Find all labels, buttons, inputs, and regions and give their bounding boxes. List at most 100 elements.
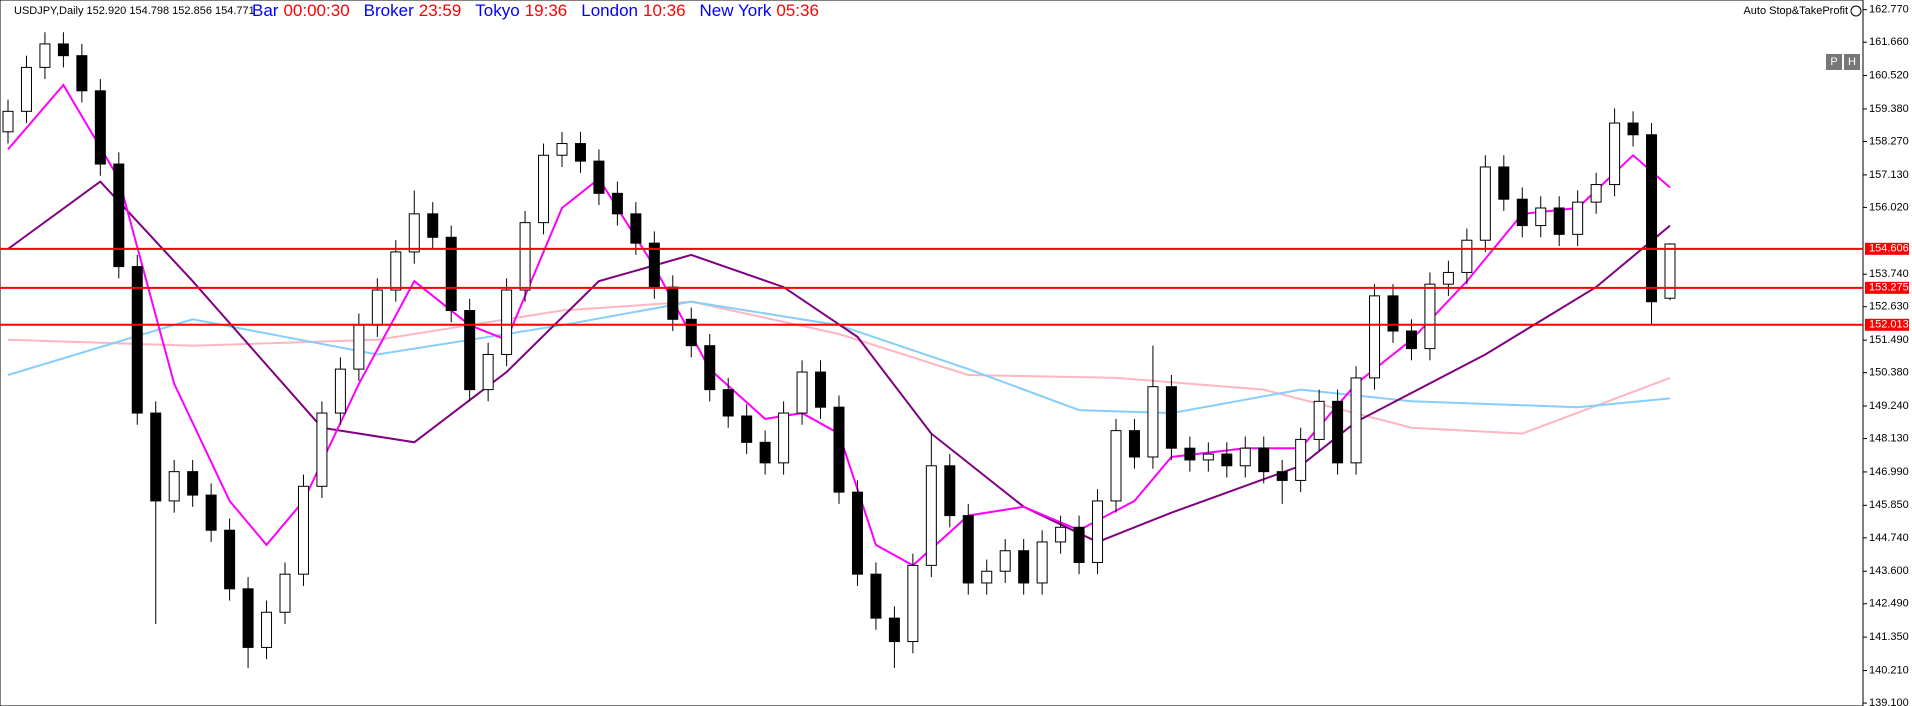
y-tick-label: 145.850 — [1869, 499, 1909, 511]
symbol-info: USDJPY,Daily 152.920 154.798 152.856 154… — [14, 5, 255, 17]
candle-body — [538, 154, 550, 224]
candle-body — [851, 491, 863, 575]
candle-body — [224, 529, 236, 590]
candle-body — [925, 465, 937, 566]
candle-body — [1239, 447, 1251, 467]
candle-body — [57, 43, 69, 57]
candle-body — [205, 494, 217, 531]
y-tick-label: 143.600 — [1869, 565, 1909, 577]
candle-body — [1018, 550, 1030, 584]
y-tick-label: 140.210 — [1869, 664, 1909, 676]
expert-icon — [1850, 5, 1862, 17]
candle-body — [1498, 166, 1510, 200]
clock-time: 10:36 — [643, 1, 686, 20]
candle-body — [334, 368, 346, 414]
candle-body — [1276, 471, 1288, 481]
clock-label: Bar — [252, 1, 279, 20]
clock-time: 00:00:30 — [283, 1, 349, 20]
candle-body — [685, 318, 697, 347]
candle-body — [667, 286, 679, 320]
candle-body — [76, 55, 88, 92]
y-tick-label: 152.630 — [1869, 301, 1909, 313]
button-label[interactable]: P — [1830, 56, 1837, 68]
candle-body — [1369, 295, 1381, 379]
level-tag — [1865, 318, 1909, 331]
button[interactable] — [1826, 54, 1842, 70]
candle-body — [722, 389, 734, 417]
candle-body — [1055, 526, 1067, 543]
candle-body — [593, 160, 605, 194]
y-tick-label: 153.740 — [1869, 268, 1909, 280]
candle-body — [796, 371, 808, 414]
candle-body — [1295, 438, 1307, 481]
expert-name: Auto Stop&TakeProfit — [1743, 5, 1848, 17]
candle-body — [1609, 122, 1621, 186]
candle-body — [907, 564, 919, 643]
candle-body — [1572, 201, 1584, 235]
candle-body — [1184, 447, 1196, 461]
candle-body — [1461, 239, 1473, 273]
candle-body — [1664, 243, 1676, 299]
candle-body — [574, 143, 586, 162]
y-tick-label: 141.350 — [1869, 631, 1909, 643]
candle-body — [131, 266, 143, 414]
candle-body — [113, 163, 125, 268]
candle-body — [1516, 198, 1528, 227]
level-tag — [1865, 242, 1909, 255]
candle-body — [630, 213, 642, 244]
candle-body — [1553, 207, 1565, 235]
clock-label: London — [581, 1, 638, 20]
candle-body — [611, 192, 623, 215]
level-tag — [1865, 281, 1909, 294]
candle-body — [20, 66, 32, 112]
y-tick-label: 148.130 — [1869, 432, 1909, 444]
candle-body — [1110, 430, 1122, 502]
clock-time: 05:36 — [776, 1, 819, 20]
y-tick-label: 139.100 — [1869, 697, 1909, 706]
button-label[interactable]: H — [1848, 56, 1856, 68]
clock-bar: Bar 00:00:30 Broker 23:59 Tokyo 19:36 London 10… — [252, 1, 819, 20]
y-tick-label: 142.490 — [1869, 598, 1909, 610]
candle-body — [353, 324, 365, 370]
candle-body — [1535, 207, 1547, 227]
candle-body — [815, 371, 827, 408]
candle-body — [279, 573, 291, 613]
y-tick-label: 149.240 — [1869, 400, 1909, 412]
candle-body — [168, 471, 180, 502]
candle-body — [833, 406, 845, 493]
candle-body — [999, 550, 1011, 572]
button[interactable] — [1844, 54, 1860, 70]
candle-body — [1221, 453, 1233, 467]
y-tick-label: 150.380 — [1869, 367, 1909, 379]
candle-body — [1646, 134, 1658, 303]
y-tick-label: 156.020 — [1869, 201, 1909, 213]
candle-body — [1424, 283, 1436, 350]
y-tick-label: 151.490 — [1869, 334, 1909, 346]
candle-body — [1128, 430, 1140, 458]
candle-body — [464, 310, 476, 391]
candle-body — [1036, 541, 1048, 584]
candle-body — [741, 415, 753, 443]
candle-body — [1258, 447, 1270, 473]
candle-body — [1313, 400, 1325, 440]
clock-label: Tokyo — [475, 1, 519, 20]
plot-area — [0, 0, 1864, 706]
candle-body — [519, 222, 531, 291]
candle-body — [1147, 386, 1159, 458]
level-label: 153.275 — [1869, 282, 1909, 294]
y-tick-label: 146.990 — [1869, 466, 1909, 478]
candle-body — [1332, 400, 1344, 464]
candle-body — [981, 570, 993, 584]
candle-body — [962, 515, 974, 584]
candle-body — [1590, 184, 1602, 203]
level-label: 154.606 — [1869, 243, 1909, 255]
candle-body — [2, 110, 14, 133]
candle-body — [242, 588, 254, 648]
y-tick-label: 160.520 — [1869, 69, 1909, 81]
candle-body — [778, 412, 790, 464]
candle-body — [150, 412, 162, 502]
candle-body — [1073, 526, 1085, 563]
candle-body — [39, 43, 51, 68]
candle-body — [316, 412, 328, 487]
